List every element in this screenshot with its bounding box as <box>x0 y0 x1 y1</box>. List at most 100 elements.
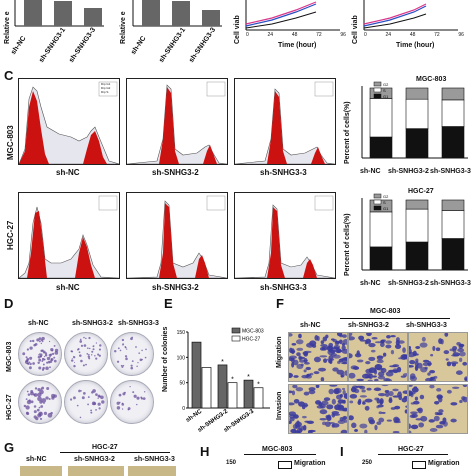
stained-cell <box>305 366 312 371</box>
tick: 0 <box>364 32 367 38</box>
colony-dot <box>85 363 87 366</box>
stained-cell <box>409 414 416 419</box>
stained-cell <box>339 416 344 422</box>
legend-label: G2 <box>383 82 389 87</box>
stained-cell <box>414 365 419 371</box>
colony-dot <box>124 345 127 348</box>
tick: 96 <box>458 32 464 38</box>
legend-label: MGC-803 <box>242 329 264 335</box>
colony-dot <box>131 336 134 339</box>
top-row: Relative e sh-NC sh-SNHG3-1 sh-SNHG3-3 R… <box>0 0 474 65</box>
xlabel: sh-SNHG3-1 <box>38 26 68 65</box>
stained-cell <box>296 352 301 357</box>
colony-dot <box>71 358 73 360</box>
stained-cell <box>392 388 399 392</box>
stained-cell <box>411 387 419 393</box>
colony-dot <box>117 347 120 350</box>
colony-bar-chart: 050100150sh-NC**sh-SNHG3-2**sh-SNHG3-3MG… <box>177 327 270 434</box>
stained-cell <box>409 364 414 368</box>
stained-cell <box>365 368 372 374</box>
tick: 24 <box>267 32 274 38</box>
stained-cell <box>433 415 440 422</box>
colony-dot <box>121 366 124 369</box>
stained-cell <box>409 430 412 433</box>
significance-star: * <box>257 382 260 389</box>
colony-dot <box>100 395 104 400</box>
stack-segment <box>405 128 429 159</box>
colony-dot <box>136 403 138 406</box>
y-tick-label: 50 <box>179 381 185 387</box>
colony-dot <box>79 340 83 343</box>
g-header: HGC-27 <box>92 444 118 451</box>
stained-cell <box>385 344 392 349</box>
colony-dot <box>38 340 41 343</box>
stained-cell <box>383 377 391 381</box>
stained-cell <box>446 361 452 367</box>
legend-swatch <box>373 199 382 205</box>
colony-dot <box>73 396 76 400</box>
stained-cell <box>362 401 366 405</box>
xlabel-time: Time (hour) <box>396 42 435 49</box>
colony-dot <box>36 338 40 342</box>
stained-cell <box>291 390 296 396</box>
stained-cell <box>388 398 393 404</box>
colony-dot <box>77 347 80 350</box>
colony-dot <box>70 398 73 401</box>
col-label: sh-SNHG3-2 <box>152 168 199 177</box>
colony-dot <box>27 359 29 361</box>
stained-cell <box>436 394 443 400</box>
stained-cell <box>373 387 382 392</box>
stained-cell <box>378 417 385 423</box>
stained-cell <box>419 342 428 348</box>
stained-cell <box>316 405 324 409</box>
legend-swatch <box>373 93 382 99</box>
colony-dot <box>25 356 28 359</box>
stained-cell <box>349 353 353 359</box>
stained-cell <box>295 387 304 392</box>
stained-cell <box>368 343 376 348</box>
stained-cell <box>429 385 435 389</box>
stained-cell <box>429 369 436 374</box>
header-rule <box>378 454 448 455</box>
stained-cell <box>381 411 386 414</box>
colony-dot <box>122 344 124 346</box>
colony-dot <box>42 363 45 366</box>
colony-dot <box>46 356 51 361</box>
stained-cell <box>376 355 383 361</box>
stained-cell <box>424 366 428 370</box>
stained-cell <box>416 408 422 412</box>
colony-row: HGC-27 <box>6 394 13 420</box>
stained-cell <box>307 373 312 376</box>
stained-cell <box>349 415 354 421</box>
colony-dot <box>80 344 84 347</box>
header-rule <box>340 318 450 319</box>
legend-label: G2 <box>383 194 389 199</box>
stained-cell <box>388 391 394 397</box>
stained-cell <box>320 377 325 381</box>
colony-dot <box>26 390 29 393</box>
tick: 72 <box>316 32 322 38</box>
colony-dot <box>53 359 57 363</box>
colony-dot <box>38 406 41 409</box>
y-tick-label: 150 <box>177 330 186 336</box>
col-label: sh-NC <box>56 283 80 292</box>
stained-cell <box>342 399 346 404</box>
stained-cell <box>343 393 347 400</box>
panel-letter-d: D <box>4 296 14 311</box>
stained-cell <box>301 374 309 379</box>
colony-dish <box>110 332 154 376</box>
stained-cell <box>327 349 335 356</box>
stained-cell <box>329 385 338 387</box>
g-image <box>128 466 176 476</box>
legend-swatch <box>412 461 426 469</box>
stained-cell <box>303 391 310 396</box>
colony-dot <box>90 411 93 414</box>
legend-swatch <box>373 193 382 199</box>
stained-cell <box>328 342 334 348</box>
stained-cell <box>445 358 449 361</box>
colony-dot <box>86 353 89 355</box>
colony-dish <box>64 380 108 424</box>
xlabel: sh-SNHG3-1 <box>158 26 188 65</box>
stained-cell <box>384 392 390 397</box>
stained-cell <box>385 371 394 377</box>
